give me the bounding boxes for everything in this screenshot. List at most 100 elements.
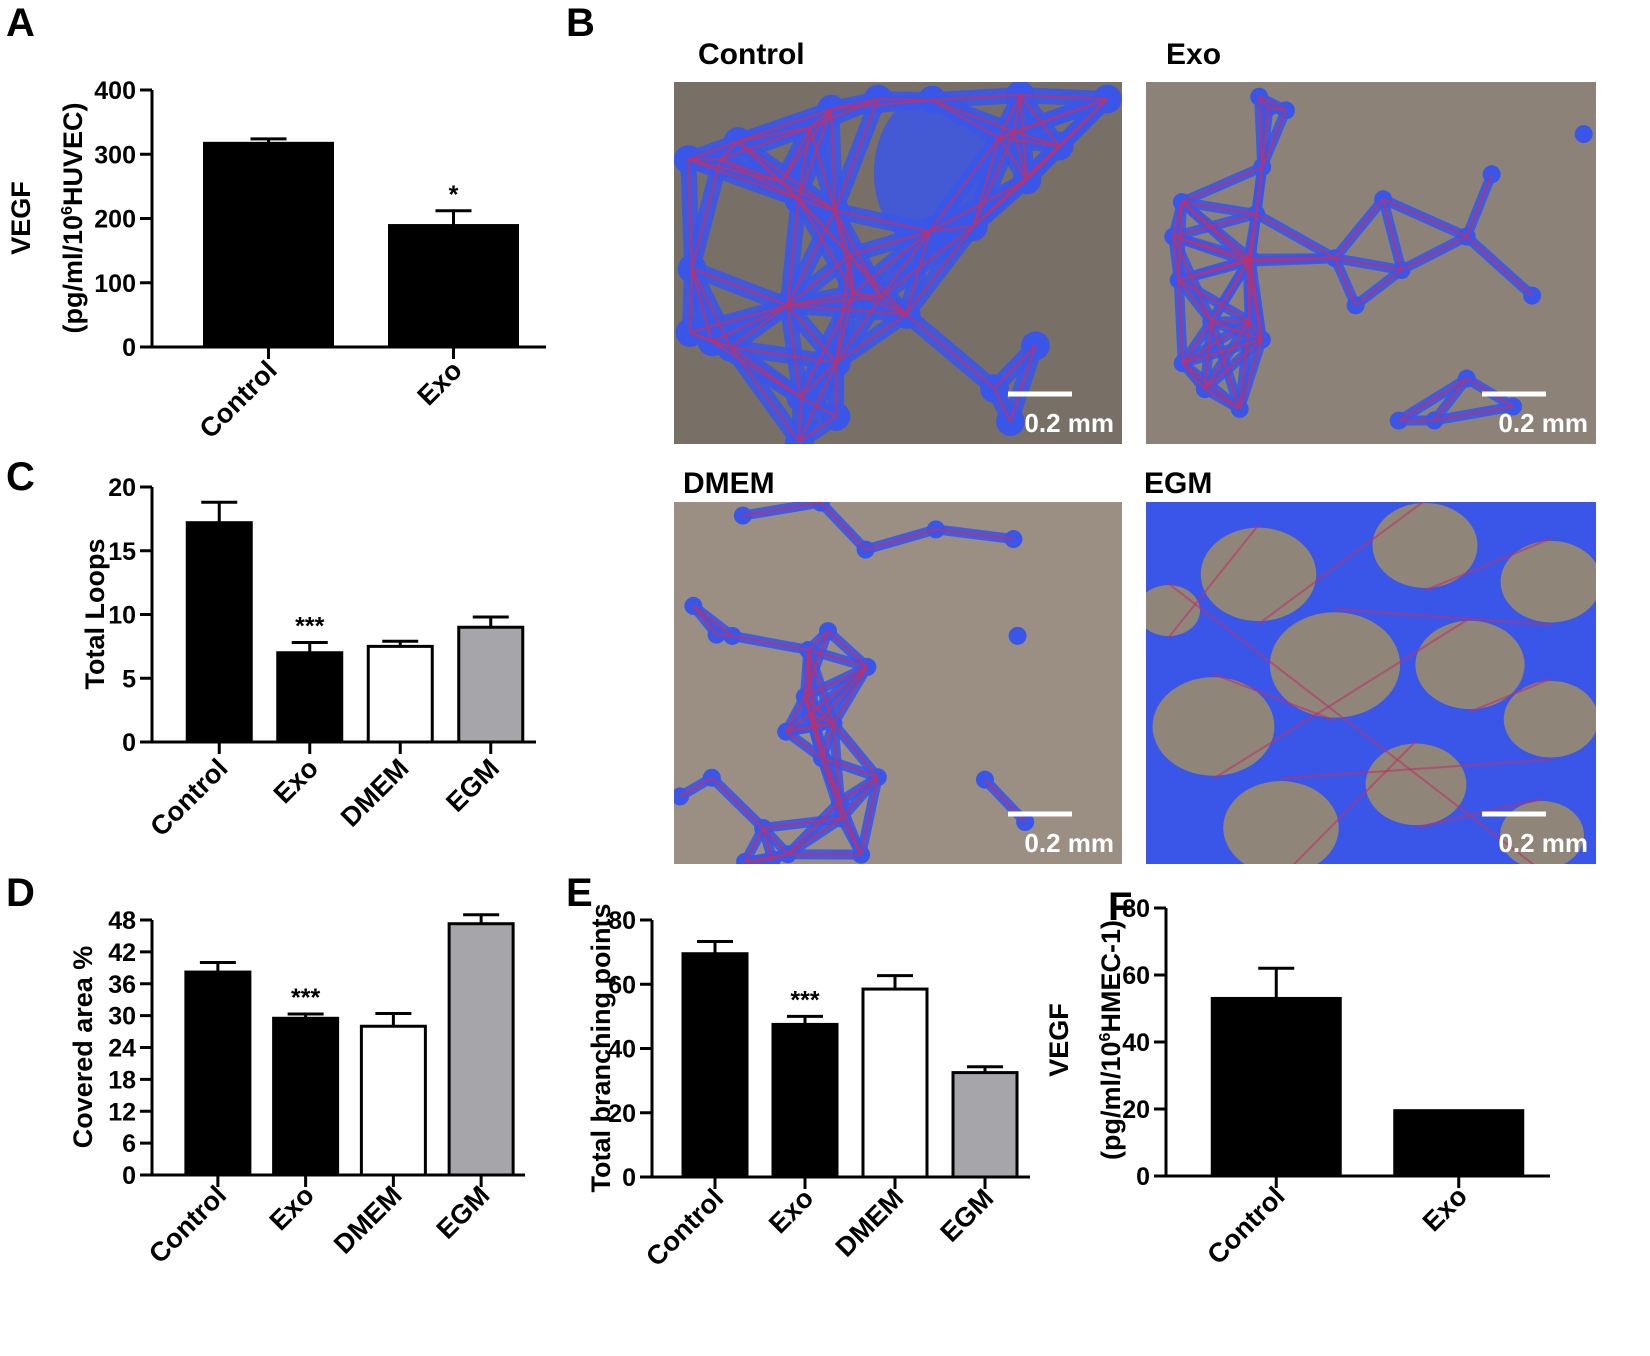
skeleton-line xyxy=(865,528,937,551)
skeleton-line xyxy=(787,304,838,364)
chart-panel-a: 0 100 200 300 400 Control Exo * VEGF (pg/ml/106HU… xyxy=(6,77,546,444)
skeleton-line xyxy=(1465,173,1493,237)
bar-control xyxy=(1210,996,1342,1178)
panel-letter-e: E xyxy=(566,871,593,915)
skeleton-line xyxy=(1182,362,1206,390)
skeleton-line xyxy=(853,292,907,316)
skeleton-line xyxy=(711,341,802,399)
skeleton-line xyxy=(1292,740,1417,864)
skeleton-line xyxy=(998,94,1022,139)
y-tick-label: 12 xyxy=(108,1098,136,1126)
skeleton-line xyxy=(935,528,1014,540)
skeleton-line xyxy=(849,230,930,257)
skeleton-line xyxy=(835,292,855,363)
scale-bar-label: 0.2 mm xyxy=(1024,408,1114,438)
skeleton-line xyxy=(831,99,933,111)
skeleton-line xyxy=(1204,320,1251,390)
x-tick-label: Exo xyxy=(763,1183,819,1239)
skeleton-line xyxy=(1019,94,1060,147)
bar-exo xyxy=(388,224,519,349)
y-tick-label: 300 xyxy=(94,141,136,169)
skeleton-line xyxy=(820,502,867,551)
bar-control xyxy=(185,521,253,744)
panel-letter-c: C xyxy=(6,455,35,499)
skeleton-line xyxy=(1247,257,1335,263)
skeleton-line xyxy=(1249,166,1264,259)
bar-control xyxy=(203,141,334,349)
skeleton-line xyxy=(800,362,837,399)
bar-exo xyxy=(771,1022,839,1179)
skeleton-line xyxy=(786,210,836,306)
skeleton-line xyxy=(1258,95,1287,112)
skeleton-line xyxy=(814,725,841,802)
y-tick-label: 20 xyxy=(1122,1096,1150,1124)
skeleton-line xyxy=(835,296,882,364)
significance-label: *** xyxy=(291,984,320,1012)
skeleton-line xyxy=(972,131,1015,227)
x-tick-label: Exo xyxy=(412,355,468,411)
skeleton-line xyxy=(972,145,1060,228)
skeleton-line xyxy=(711,777,764,829)
skeleton-line xyxy=(832,723,841,802)
skeleton-line xyxy=(808,649,868,668)
skeleton-line xyxy=(1212,617,1471,780)
skeleton-line xyxy=(807,649,835,724)
panel-letter-f: F xyxy=(1108,885,1132,929)
skeleton-line xyxy=(1019,94,1028,180)
skeleton-line xyxy=(972,137,1000,227)
skeleton-line xyxy=(1181,166,1263,203)
skeleton-line xyxy=(799,292,855,398)
skeleton-line xyxy=(691,268,714,343)
skeleton-line xyxy=(1013,98,1108,133)
micrograph-background xyxy=(674,502,1122,864)
skeleton-line xyxy=(1181,201,1249,263)
skeleton-line xyxy=(763,817,842,829)
skeleton-line xyxy=(1248,320,1263,341)
skeleton-line xyxy=(787,817,843,855)
skeleton-line xyxy=(1334,257,1402,271)
skeleton-line xyxy=(798,362,838,443)
skeleton-line xyxy=(1246,261,1251,322)
skeleton-line xyxy=(687,140,739,161)
chart-panel-e: 0 20 40 60 80 Control Exo *** DMEM EGM Total branc… xyxy=(586,904,1030,1272)
skeleton-line xyxy=(1382,198,1468,238)
skeleton-line xyxy=(730,304,789,349)
skeleton-line xyxy=(1258,96,1270,109)
micrograph-title-dmem: DMEM xyxy=(683,467,775,500)
chart-panel-c: 0 5 10 15 20 Control Exo *** DMEM EGM Total Loops xyxy=(80,474,536,842)
skeleton-line xyxy=(807,630,829,651)
skeleton-line xyxy=(841,776,879,820)
y-tick-label: 60 xyxy=(608,971,636,999)
mesh-hole xyxy=(1372,502,1478,588)
skeleton-line xyxy=(1415,798,1543,829)
x-tick-label: Control xyxy=(144,753,233,842)
skeleton-line xyxy=(832,666,869,725)
y-tick-label: 100 xyxy=(94,270,136,298)
micrograph-title-exo: Exo xyxy=(1166,38,1221,71)
skeleton-line xyxy=(1401,235,1468,271)
skeleton-line xyxy=(787,292,854,307)
y-tick-label: 60 xyxy=(1122,962,1150,990)
y-tick-label: 36 xyxy=(108,971,136,999)
micrograph-exo: 0.2 mm xyxy=(1146,82,1596,444)
skeleton-line xyxy=(1382,199,1403,271)
y-tick-label: 6 xyxy=(122,1130,136,1158)
skeleton-line xyxy=(692,605,733,637)
micrograph-title-control: Control xyxy=(698,38,805,71)
skeleton-line xyxy=(1398,377,1468,422)
y-tick-label: 5 xyxy=(122,665,136,693)
skeleton-line xyxy=(928,137,1000,232)
skeleton-line xyxy=(1203,321,1213,390)
x-tick-label: Control xyxy=(640,1183,729,1272)
skeleton-line xyxy=(814,666,869,727)
y-axis-title: VEGF xyxy=(1044,1003,1074,1077)
y-tick-label: 0 xyxy=(122,1162,136,1190)
skeleton-line xyxy=(691,268,732,348)
bar-exo xyxy=(276,651,344,744)
chart-panel-f: 0 20 40 60 80 Control Exo VEGF (pg/ml/106HMEC-1) xyxy=(1044,895,1550,1270)
skeleton-line xyxy=(786,725,816,733)
skeleton-line xyxy=(1424,537,1552,592)
skeleton-line xyxy=(742,502,821,517)
skeleton-line xyxy=(691,267,789,307)
